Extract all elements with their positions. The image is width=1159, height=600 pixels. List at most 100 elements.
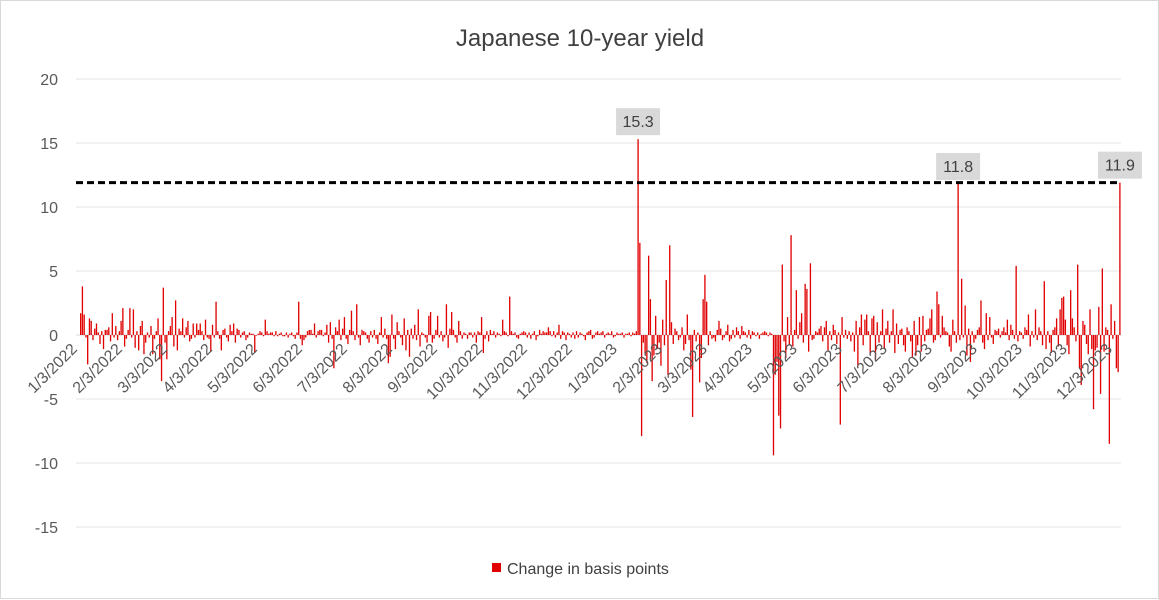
bar xyxy=(994,329,996,335)
bar xyxy=(843,335,845,338)
bar xyxy=(343,317,346,335)
bar xyxy=(171,317,173,335)
bar xyxy=(922,315,924,335)
bar xyxy=(651,335,653,382)
bar xyxy=(867,331,870,335)
bar xyxy=(458,320,460,335)
bar xyxy=(1061,297,1063,335)
bar xyxy=(125,335,128,339)
bar xyxy=(394,335,397,350)
bar xyxy=(588,331,590,335)
bar xyxy=(915,335,917,356)
bar xyxy=(1006,319,1009,335)
bar xyxy=(245,335,247,341)
bar xyxy=(278,333,281,335)
bar xyxy=(876,322,878,335)
bar xyxy=(220,335,222,351)
bar xyxy=(466,335,469,339)
bar xyxy=(909,335,912,342)
bar xyxy=(976,329,979,335)
bar xyxy=(461,335,463,339)
bar xyxy=(201,331,203,335)
bar xyxy=(538,329,541,335)
y-tick-label: -10 xyxy=(35,456,58,473)
bar xyxy=(415,335,418,341)
bar xyxy=(911,335,914,357)
bar xyxy=(299,335,302,339)
bar xyxy=(582,335,585,337)
bar xyxy=(479,332,481,335)
bar xyxy=(681,327,683,335)
bar xyxy=(306,331,309,335)
bar xyxy=(116,335,119,341)
bar xyxy=(844,329,847,335)
bar xyxy=(927,328,929,335)
bar xyxy=(1031,331,1033,335)
bar xyxy=(649,299,652,335)
bar xyxy=(320,329,323,335)
bar xyxy=(429,311,432,335)
bar xyxy=(783,335,785,342)
bar xyxy=(647,255,650,335)
bar xyxy=(596,331,599,335)
bar xyxy=(714,335,717,342)
bar xyxy=(426,335,428,343)
bar xyxy=(424,335,426,338)
bar xyxy=(282,335,284,337)
bar xyxy=(352,331,354,335)
bar xyxy=(1040,331,1042,335)
bar xyxy=(1068,335,1070,355)
bar xyxy=(384,328,386,335)
bar xyxy=(1045,335,1047,350)
bar xyxy=(579,332,581,335)
bar xyxy=(720,328,722,335)
bar xyxy=(269,332,272,335)
bar xyxy=(850,335,852,342)
bar xyxy=(795,290,798,335)
y-tick-label: 10 xyxy=(40,200,58,217)
bar xyxy=(776,335,778,362)
bar xyxy=(505,332,507,335)
bar xyxy=(769,332,771,335)
bar xyxy=(1075,335,1077,342)
bar xyxy=(123,335,126,347)
bar xyxy=(939,335,942,338)
bar xyxy=(431,335,434,343)
bar xyxy=(292,335,295,337)
bar xyxy=(477,331,479,335)
bar xyxy=(744,332,747,335)
bar xyxy=(1001,331,1003,335)
bar xyxy=(904,335,907,352)
bar xyxy=(792,335,794,347)
bar xyxy=(665,279,667,335)
bar xyxy=(494,335,497,338)
bar xyxy=(695,335,697,342)
bar xyxy=(637,139,639,335)
bar xyxy=(978,327,980,335)
bar xyxy=(405,335,407,351)
bar xyxy=(1077,264,1079,335)
bar xyxy=(827,335,829,351)
bar xyxy=(472,335,474,338)
bar xyxy=(932,335,935,343)
bar xyxy=(943,327,945,335)
bar xyxy=(1013,335,1016,339)
bar xyxy=(1091,335,1093,350)
bar xyxy=(725,331,727,335)
bar xyxy=(549,331,551,335)
bar xyxy=(966,335,968,356)
bar xyxy=(480,317,483,335)
bar xyxy=(992,335,994,344)
data-label-box xyxy=(616,108,661,136)
bar xyxy=(349,329,351,335)
bar xyxy=(878,335,880,343)
bar xyxy=(303,335,305,341)
bar xyxy=(646,335,648,364)
bar xyxy=(618,333,620,335)
bar xyxy=(243,331,245,335)
bar xyxy=(1059,309,1061,335)
bar xyxy=(187,320,189,335)
bar xyxy=(679,335,681,338)
bar xyxy=(403,318,405,335)
bar xyxy=(605,333,608,335)
